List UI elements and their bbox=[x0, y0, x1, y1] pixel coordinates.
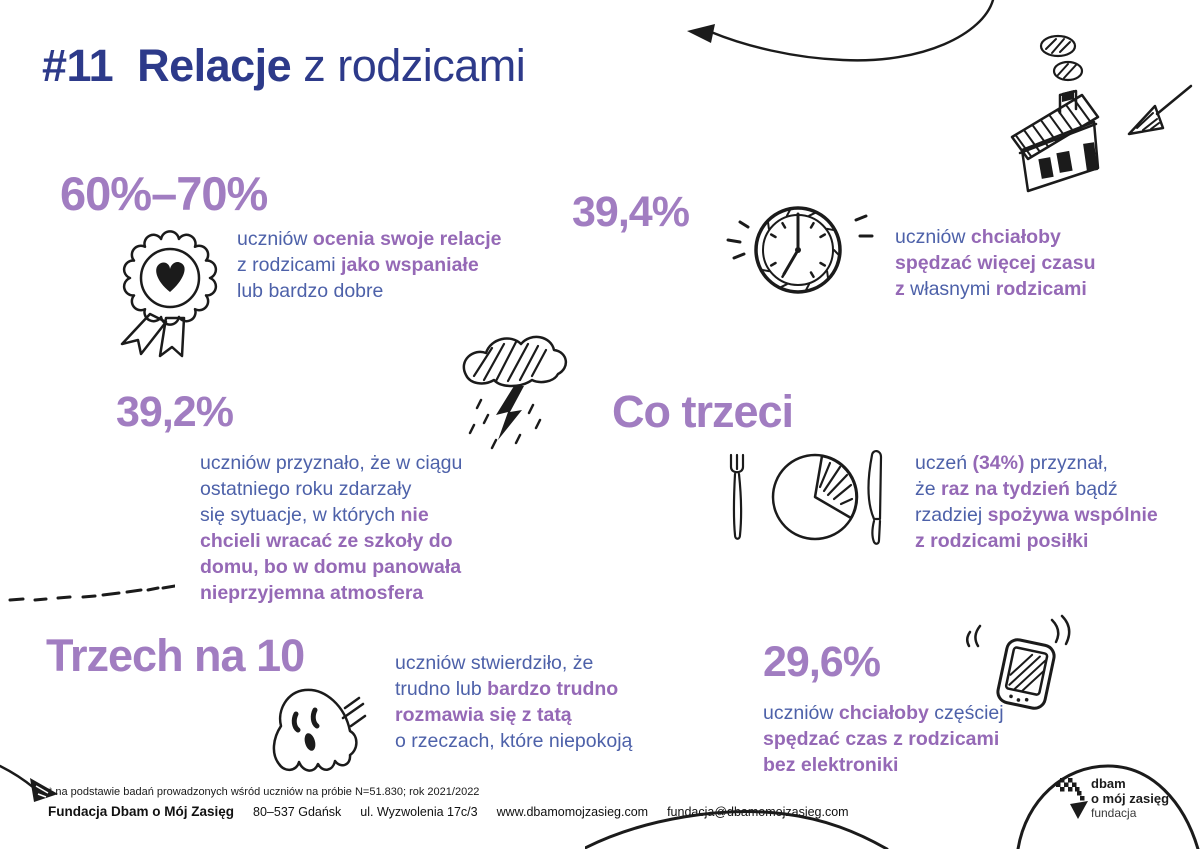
page-title: #11 Relacje z rodzicami bbox=[42, 40, 526, 91]
stat-value-talk-dad: Trzech na 10 bbox=[46, 630, 305, 681]
smartphone-icon bbox=[966, 614, 1071, 710]
clock-icon bbox=[726, 206, 874, 294]
foundation-logo-text: dbam o mój zasięg fundacja bbox=[1091, 776, 1170, 821]
arrow-left-edge-icon bbox=[0, 764, 58, 802]
house-icon bbox=[1010, 34, 1100, 193]
award-rosette-icon bbox=[120, 230, 218, 358]
stat-value-no-electronics: 29,6% bbox=[763, 638, 881, 686]
stat-value-relations: 60%–70% bbox=[60, 167, 268, 220]
stat-text-no-electronics: uczniów chciałoby częściej spędzać czas z… bbox=[763, 702, 1004, 776]
stat-value-meals: Co trzeci bbox=[612, 386, 794, 437]
stat-text-meals: uczeń (34%) przyznał, że raz na tydzień b… bbox=[915, 452, 1158, 552]
logo-line-1: dbam bbox=[1091, 776, 1126, 791]
storm-cloud-icon bbox=[462, 335, 567, 450]
logo-line-3: fundacja bbox=[1091, 806, 1137, 820]
stat-text-relations: uczniów ocenia swoje relacje z rodzicami … bbox=[237, 228, 502, 302]
org-name: Fundacja Dbam o Mój Zasięg bbox=[48, 804, 235, 819]
blob-arc bbox=[1016, 764, 1200, 849]
dashed-trail-icon bbox=[8, 584, 175, 602]
logo-line-2: o mój zasięg bbox=[1091, 790, 1170, 806]
footnote: * na podstawie badań prowadzonych wśród … bbox=[48, 786, 480, 798]
stat-value-more-time: 39,4% bbox=[572, 188, 690, 236]
wave-line bbox=[585, 810, 889, 849]
stat-text-avoid-home: uczniów przyznało, że w ciągu ostatniego … bbox=[200, 452, 463, 604]
org-address-postal: 80–537 Gdańsk bbox=[253, 805, 342, 819]
stat-text-talk-dad: uczniów stwierdziło, że trudno lub bardzo… bbox=[395, 652, 633, 752]
meal-plate-icon bbox=[729, 450, 883, 545]
curved-arrow-icon bbox=[687, 0, 995, 62]
stat-value-avoid-home: 39,2% bbox=[116, 388, 234, 436]
footer-contact-line: Fundacja Dbam o Mój Zasięg 80–537 Gdańsk… bbox=[48, 804, 849, 819]
logo-mark-icon bbox=[1056, 778, 1088, 819]
small-arrow-icon bbox=[1127, 84, 1193, 136]
stat-text-more-time: uczniów chciałoby spędzać więcej czasu z w… bbox=[895, 226, 1096, 300]
org-website: www.dbamomojzasieg.com bbox=[496, 805, 649, 819]
ghost-icon bbox=[272, 688, 367, 772]
org-address-street: ul. Wyzwolenia 17c/3 bbox=[360, 805, 478, 819]
